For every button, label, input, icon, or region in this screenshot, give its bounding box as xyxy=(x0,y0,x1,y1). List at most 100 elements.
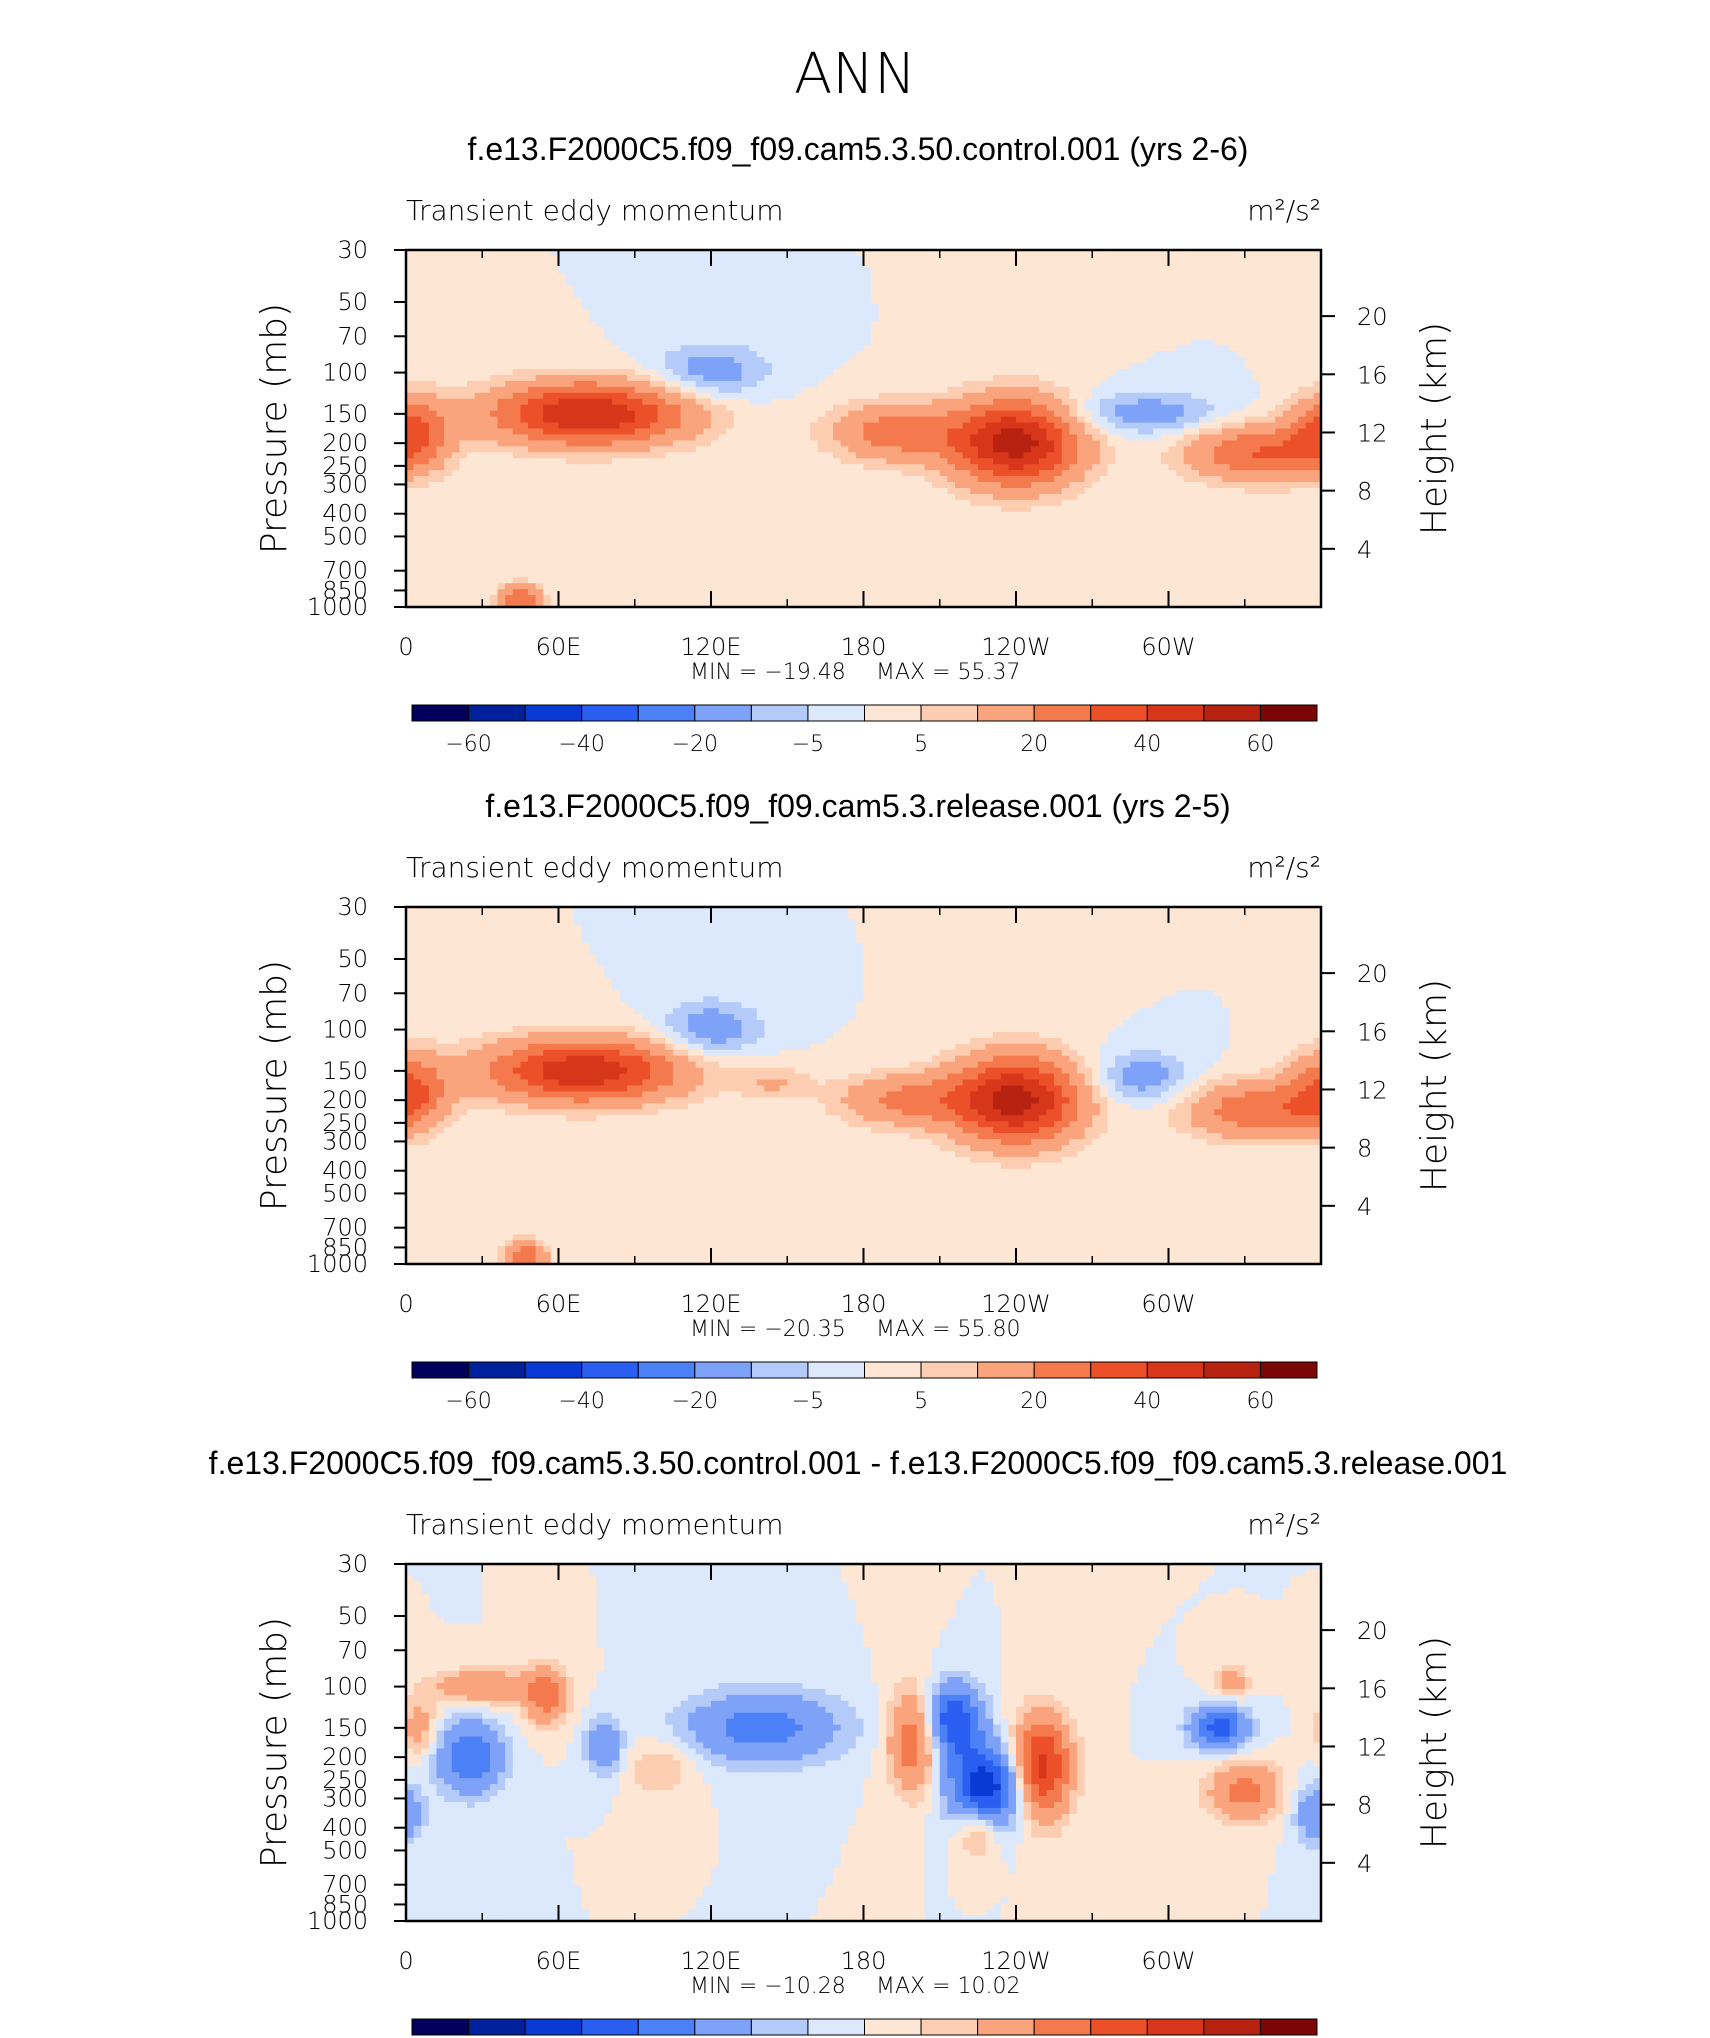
contour-cell xyxy=(611,374,621,382)
contour-cell xyxy=(1046,392,1055,400)
contour-cell xyxy=(520,309,529,317)
contour-cell xyxy=(909,327,918,334)
contour-cell xyxy=(497,273,506,281)
contour-cell xyxy=(467,285,476,293)
contour-cell xyxy=(1260,255,1269,263)
contour-cell xyxy=(985,428,994,436)
contour-cell xyxy=(444,255,453,263)
contour-cell xyxy=(1016,440,1025,447)
contour-cell xyxy=(1191,398,1200,406)
contour-cell xyxy=(535,285,544,293)
contour-cell xyxy=(756,321,765,328)
contour-cell xyxy=(718,345,727,352)
contour-cell xyxy=(993,321,1002,328)
contour-cell xyxy=(489,309,499,317)
contour-cell xyxy=(741,398,750,406)
contour-cell xyxy=(1290,261,1299,269)
contour-cell xyxy=(642,321,651,328)
contour-cell xyxy=(901,369,910,376)
contour-cell xyxy=(1077,392,1086,400)
contour-cell xyxy=(1084,250,1093,257)
contour-cell xyxy=(406,327,415,334)
contour-cell xyxy=(1008,458,1017,465)
contour-cell xyxy=(611,464,621,471)
contour-cell xyxy=(947,285,956,293)
contour-cell xyxy=(878,297,887,305)
contour-cell xyxy=(939,321,948,328)
contour-cell xyxy=(924,279,933,287)
contour-cell xyxy=(939,422,948,430)
contour-cell xyxy=(794,392,804,400)
contour-cell xyxy=(421,416,430,424)
contour-cell xyxy=(756,309,765,317)
contour-cell xyxy=(932,470,941,477)
contour-cell xyxy=(634,482,643,489)
contour-cell xyxy=(764,315,773,322)
contour-cell xyxy=(421,410,430,418)
contour-cell xyxy=(1069,279,1078,287)
contour-cell xyxy=(802,315,811,322)
contour-cell xyxy=(535,297,544,305)
contour-cell xyxy=(1008,321,1017,328)
contour-cell xyxy=(985,386,994,394)
contour-cell xyxy=(520,482,529,489)
contour-cell xyxy=(1008,464,1017,471)
contour-cell xyxy=(1038,291,1048,299)
contour-cell xyxy=(1061,291,1070,299)
contour-cell xyxy=(1206,363,1215,370)
contour-cell xyxy=(642,327,651,334)
contour-cell xyxy=(718,470,727,477)
contour-cell xyxy=(421,446,430,453)
contour-cell xyxy=(932,434,941,441)
contour-cell xyxy=(1016,291,1025,299)
contour-cell xyxy=(993,452,1002,459)
contour-cell xyxy=(1313,339,1322,346)
contour-cell xyxy=(1016,363,1025,370)
contour-cell xyxy=(1176,273,1185,281)
contour-cell xyxy=(955,422,964,430)
contour-cell xyxy=(611,339,621,346)
contour-cell xyxy=(634,446,643,453)
contour-cell xyxy=(794,386,804,394)
contour-cell xyxy=(406,357,415,364)
contour-cell xyxy=(474,446,483,453)
contour-cell xyxy=(1061,434,1070,441)
contour-cell xyxy=(787,250,796,257)
contour-cell xyxy=(1061,267,1070,275)
contour-cell xyxy=(886,321,895,328)
contour-cell xyxy=(833,380,842,388)
contour-cell xyxy=(909,357,918,364)
contour-cell xyxy=(955,309,964,317)
contour-cell xyxy=(947,476,956,483)
contour-cell xyxy=(871,327,880,334)
contour-cell xyxy=(436,297,445,305)
contour-cell xyxy=(733,422,743,430)
contour-cell xyxy=(558,392,567,400)
contour-cell xyxy=(955,297,964,305)
contour-cell xyxy=(688,309,697,317)
contour-cell xyxy=(1244,369,1253,376)
contour-cell xyxy=(1046,440,1055,447)
contour-cell xyxy=(604,273,613,281)
contour-cell xyxy=(810,493,819,501)
contour-cell xyxy=(932,309,941,317)
contour-cell xyxy=(939,392,948,400)
contour-cell xyxy=(1069,369,1078,376)
contour-cell xyxy=(1290,380,1299,388)
contour-cell xyxy=(1252,482,1261,489)
contour-cell xyxy=(1206,422,1215,430)
contour-cell xyxy=(794,255,804,263)
contour-cell xyxy=(1206,261,1215,269)
contour-cell xyxy=(1160,267,1170,275)
contour-cell xyxy=(833,410,842,418)
contour-cell xyxy=(672,434,682,441)
contour-cell xyxy=(962,434,971,441)
contour-cell xyxy=(1267,452,1276,459)
contour-cell xyxy=(528,279,537,287)
contour-cell xyxy=(718,374,727,382)
contour-cell xyxy=(977,351,987,358)
contour-cell xyxy=(764,333,773,340)
contour-cell xyxy=(535,309,544,317)
contour-cell xyxy=(1199,261,1208,269)
contour-cell xyxy=(1298,321,1307,328)
